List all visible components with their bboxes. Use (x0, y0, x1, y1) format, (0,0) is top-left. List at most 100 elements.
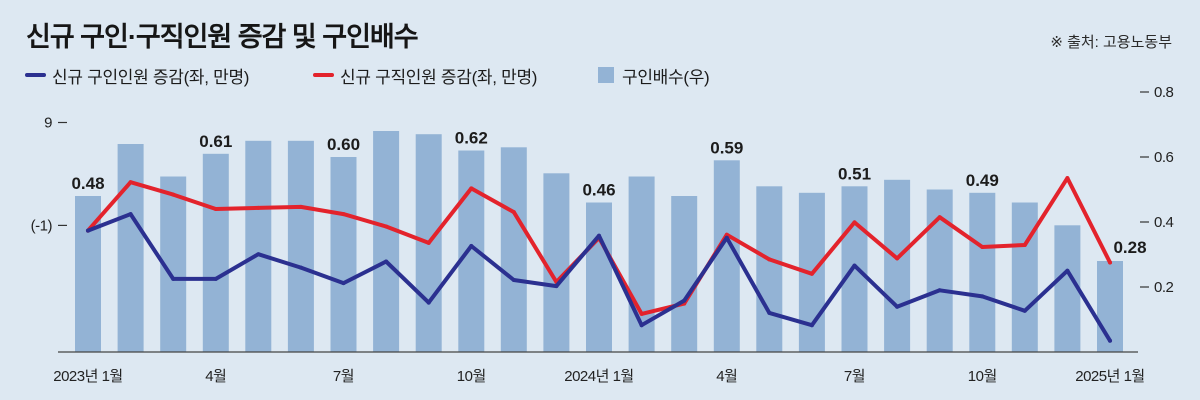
legend-swatch-job-openings (25, 73, 46, 77)
bar (671, 196, 698, 352)
y-left-tick-label: 9 (44, 115, 52, 132)
bar (841, 186, 868, 353)
data-point (767, 310, 772, 315)
data-point (298, 204, 303, 209)
data-point (1022, 243, 1027, 247)
x-tick-label: 4월 (716, 368, 737, 385)
data-point (724, 235, 729, 240)
data-point (1022, 308, 1027, 313)
bar-data-label: 0.62 (455, 129, 488, 148)
data-point (213, 276, 218, 281)
data-point (597, 233, 601, 238)
bar (1097, 261, 1123, 352)
data-point (469, 186, 474, 191)
bar-data-label: 0.61 (199, 132, 232, 151)
x-tick-label: 10월 (968, 368, 997, 385)
data-point (171, 276, 176, 281)
data-point (639, 311, 644, 316)
legend-label-job-openings: 신규 구인인원 증감(좌, 만명) (52, 67, 250, 87)
bar (202, 153, 229, 353)
legend-item-openings-ratio: 구인배수(우) (598, 63, 710, 87)
bar (586, 202, 612, 352)
data-point (171, 192, 176, 197)
data-point (1108, 260, 1112, 265)
data-point (341, 212, 346, 217)
data-point (767, 257, 772, 262)
y-right-tick-label: 0.4 (1154, 214, 1174, 231)
y-right-tick-label: 0.8 (1154, 84, 1174, 101)
line-series-job-openings (86, 212, 1112, 343)
data-point (384, 259, 389, 264)
bar-data-label: 0.48 (71, 174, 104, 193)
data-point (128, 180, 133, 185)
data-point (1065, 176, 1070, 181)
data-point (426, 300, 431, 305)
data-point (128, 212, 133, 217)
data-point (86, 228, 90, 233)
data-point (895, 256, 900, 261)
bar-data-label: 0.59 (710, 138, 743, 157)
data-point (809, 271, 814, 276)
x-axis: 2023년 1월 4월 7월 10월 2024년 1월 4월 7월 10월 2025년 1월 (53, 368, 1145, 385)
legend-swatch-openings-ratio (598, 67, 614, 83)
data-point (937, 215, 942, 220)
bar (756, 186, 783, 353)
data-point (384, 224, 389, 229)
bar (245, 140, 272, 353)
x-tick-label: 2023년 1월 (53, 368, 122, 385)
x-tick-label: 7월 (333, 368, 354, 385)
x-tick-label: 2025년 1월 (1075, 368, 1144, 385)
y-left-tick-label: (-1) (31, 217, 53, 234)
bar (1011, 202, 1038, 352)
bar (543, 173, 570, 353)
bar (330, 157, 357, 352)
legend-swatch-job-seekers (313, 73, 334, 77)
data-point (511, 210, 516, 215)
legend-label-job-seekers: 신규 구직인원 증감(좌, 만명) (340, 67, 538, 87)
bar (500, 147, 527, 353)
bar (969, 192, 996, 353)
bar (926, 189, 953, 352)
source-note: ※ 출처: 고용노동부 (1050, 34, 1172, 51)
legend-item-job-seekers: 신규 구직인원 증감(좌, 만명) (313, 63, 537, 87)
data-point (937, 288, 942, 293)
bar (287, 140, 314, 353)
y-right-tick-label: 0.6 (1154, 149, 1174, 166)
data-point (298, 265, 303, 270)
bar-data-label: 0.49 (966, 171, 999, 190)
data-point (341, 281, 346, 286)
data-point (1108, 338, 1112, 343)
data-point (852, 263, 857, 268)
x-tick-label: 2024년 1월 (564, 368, 633, 385)
y-axis-left: 9 (-1) (31, 115, 67, 234)
x-tick-label: 7월 (844, 368, 865, 385)
bar (373, 131, 400, 352)
data-point (724, 232, 729, 237)
data-point (682, 298, 687, 303)
x-tick-label: 4월 (205, 368, 226, 385)
data-point (426, 240, 431, 245)
data-point (511, 278, 516, 282)
y-axis-right: 0.8 0.6 0.4 0.2 (1140, 84, 1174, 296)
data-point (980, 294, 985, 299)
legend-item-job-openings: 신규 구인인원 증감(좌, 만명) (25, 63, 249, 87)
data-point (980, 245, 985, 249)
data-point (895, 304, 900, 309)
bar-data-label: 0.28 (1113, 238, 1146, 257)
data-point (809, 323, 814, 328)
data-point (469, 244, 474, 248)
data-point (256, 205, 261, 210)
chart-title: 신규 구인·구직인원 증감 및 구인배수 (26, 22, 419, 52)
bar-data-label: 0.60 (327, 135, 360, 154)
legend-label-openings-ratio: 구인배수(우) (622, 67, 710, 87)
bar (117, 144, 144, 352)
data-point (639, 323, 644, 328)
y-right-tick-label: 0.2 (1154, 279, 1174, 296)
x-tick-label: 10월 (457, 368, 486, 385)
data-point (1065, 268, 1070, 273)
bar-data-label: 0.46 (582, 181, 615, 200)
data-point (852, 220, 857, 225)
bar-data-label: 0.51 (838, 164, 871, 183)
